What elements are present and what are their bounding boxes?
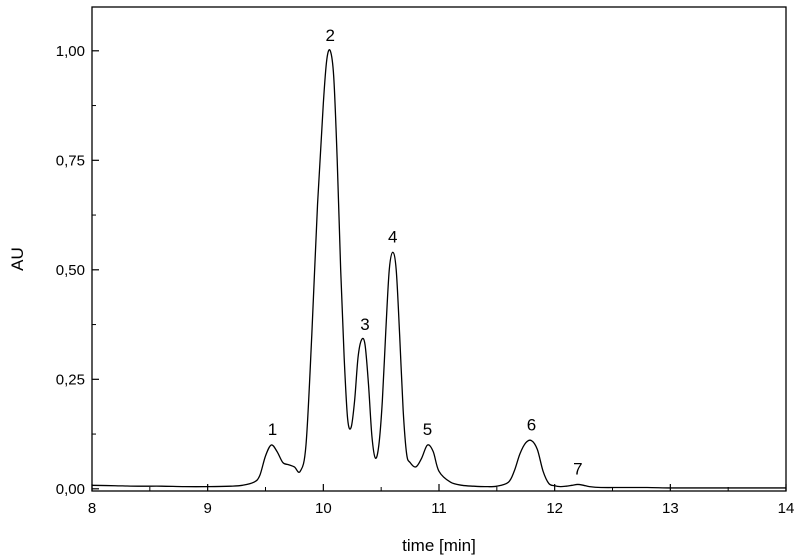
peak-annotations: 1 2 3 4 5 6 7: [268, 26, 583, 479]
y-tick-label: 0,75: [56, 152, 85, 169]
axis-tick-labels: 8 9 10 11 12 13 140,000,250,500,751,00: [56, 43, 795, 517]
x-tick-label: 14: [778, 500, 795, 517]
peak-label: 2: [326, 26, 335, 45]
x-tick-label: 11: [431, 500, 447, 517]
x-axis-label: time [min]: [402, 536, 476, 555]
peak-label: 6: [527, 416, 536, 435]
peak-label: 3: [360, 315, 369, 334]
peak-label: 5: [423, 420, 432, 439]
peak-label: 7: [573, 459, 582, 478]
y-tick-label: 0,00: [56, 481, 85, 498]
x-tick-label: 8: [88, 500, 96, 517]
peak-label: 4: [388, 227, 397, 246]
y-axis-label: AU: [8, 247, 27, 271]
series-line: [91, 49, 786, 489]
y-tick-label: 0,50: [56, 262, 85, 279]
peak-label: 1: [268, 420, 277, 439]
y-tick-label: 1,00: [56, 43, 85, 60]
x-tick-label: 13: [662, 500, 679, 517]
x-tick-label: 10: [315, 500, 332, 517]
plot-frame: [91, 6, 787, 492]
axis-ticks: [91, 50, 787, 491]
x-tick-label: 12: [546, 500, 563, 517]
y-tick-label: 0,25: [56, 371, 85, 388]
x-tick-label: 9: [203, 500, 211, 517]
